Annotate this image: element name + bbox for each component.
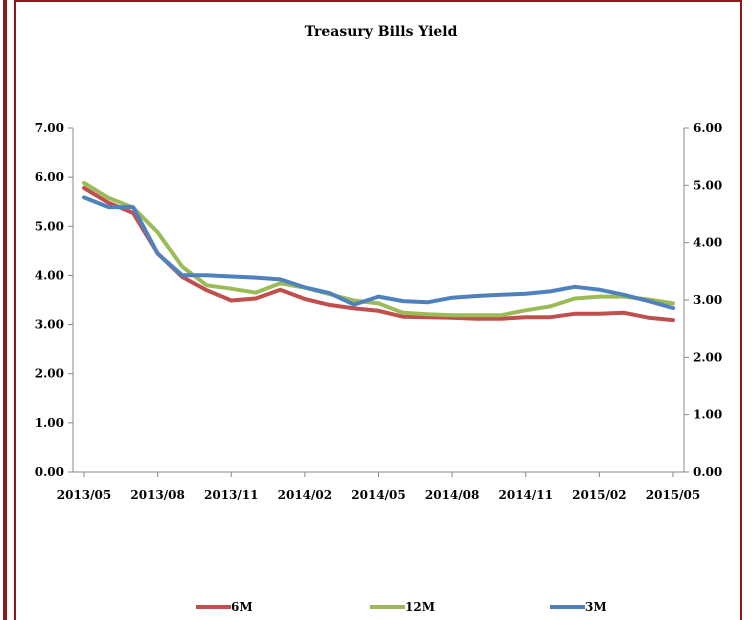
chart-title: Treasury Bills Yield	[305, 24, 458, 40]
legend-label-6m: 6M	[231, 600, 253, 614]
x-tick-label: 2013/11	[204, 488, 258, 502]
x-tick-label: 2014/05	[351, 488, 405, 502]
y-left-tick-label: 7.00	[35, 121, 64, 135]
series-line-12m	[82, 181, 675, 318]
y-left-tick-label: 1.00	[35, 416, 64, 430]
y-right-tick-label: 3.00	[693, 293, 722, 307]
left-border-thick	[3, 0, 7, 620]
y-left-tick-label: 0.00	[35, 465, 64, 479]
series-line-3m	[82, 195, 675, 310]
y-right-tick-label: 6.00	[693, 121, 722, 135]
y-left-tick-label: 2.00	[35, 367, 64, 381]
axes-group: 0.00 1.00 2.00 3.00 4.00 5.00 6.00 7.00 0.00 1.00…	[35, 121, 722, 502]
legend-label-12m: 12M	[405, 600, 435, 614]
legend-label-3m: 3M	[585, 600, 607, 614]
y-right-tick-label: 4.00	[693, 236, 722, 250]
y-left-tick-label: 4.00	[35, 268, 64, 282]
y-right-tick-label: 0.00	[693, 465, 722, 479]
left-border-thin	[14, 0, 16, 620]
x-tick-label: 2014/08	[425, 488, 479, 502]
y-right-tick-label: 5.00	[693, 178, 722, 192]
x-tick-label: 2013/05	[57, 488, 111, 502]
y-right-tick-label: 1.00	[693, 408, 722, 422]
top-border	[14, 0, 742, 2]
legend: 6M 12M 3M	[196, 600, 607, 614]
series-lines	[82, 181, 675, 323]
y-left-tick-label: 3.00	[35, 318, 64, 332]
x-tick-label: 2013/08	[130, 488, 184, 502]
x-tick-label: 2014/02	[278, 488, 332, 502]
y-right-tick-label: 2.00	[693, 350, 722, 364]
x-tick-label: 2015/05	[646, 488, 700, 502]
y-left-tick-label: 6.00	[35, 170, 64, 184]
x-tick-label: 2014/11	[499, 488, 553, 502]
x-tick-label: 2015/02	[572, 488, 626, 502]
y-left-tick-label: 5.00	[35, 219, 64, 233]
right-border	[740, 0, 742, 620]
